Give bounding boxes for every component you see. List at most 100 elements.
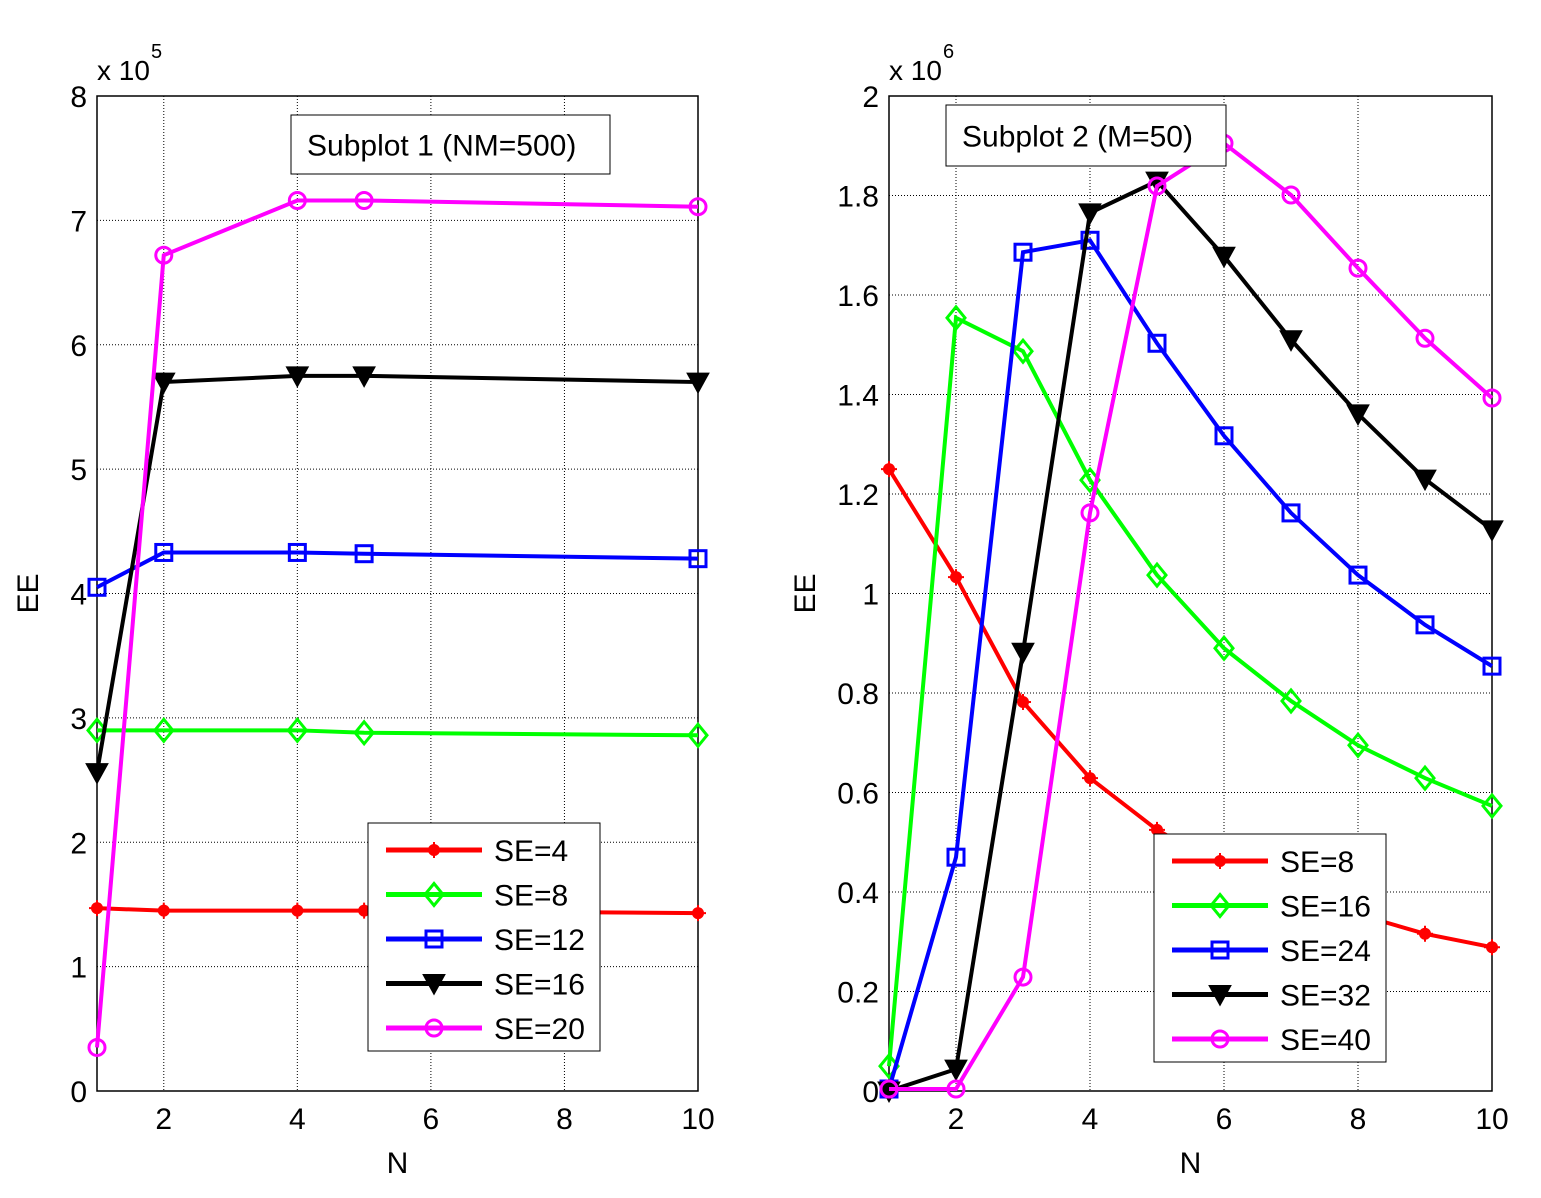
data-point: [1414, 764, 1436, 792]
legend-label: SE=32: [1280, 980, 1371, 1013]
legend-label: SE=12: [494, 924, 585, 957]
data-point: [1480, 520, 1504, 542]
data-point: [1482, 656, 1502, 676]
data-point: [879, 1079, 899, 1099]
x-tick-label: 4: [1082, 1103, 1099, 1136]
y-tick-label: 0: [862, 1076, 879, 1109]
y-tick-label: 1.8: [837, 181, 879, 214]
y-exponent-label: x 10: [889, 55, 942, 86]
y-tick-label: 6: [70, 330, 87, 363]
data-point: [1214, 426, 1234, 446]
y-tick-label: 5: [70, 454, 87, 487]
series-line: [888, 178, 1494, 1093]
subplot-title: Subplot 2 (M=50): [962, 121, 1193, 154]
data-point: [687, 721, 709, 749]
y-exponent-power: 5: [151, 41, 162, 63]
data-point: [1279, 330, 1303, 352]
legend-label: SE=24: [1280, 935, 1371, 968]
data-point: [1080, 230, 1100, 250]
subplot-2: 2 4 6 8 10 0 0.2 0.4 0.6 0.8 1 1.2 1.4 1.6 1.8 2 N EE x 10…: [789, 41, 1509, 1180]
series-line: [97, 728, 699, 738]
data-point: [1013, 242, 1033, 262]
data-point: [688, 197, 708, 217]
data-point: [154, 245, 174, 265]
data-point: [354, 544, 374, 564]
data-point: [1281, 503, 1301, 523]
x-tick-label: 6: [1216, 1103, 1233, 1136]
data-point-plus: [948, 569, 964, 586]
series-line: [95, 373, 699, 773]
legend: SE=8 SE=16 SE=24 SE=32 SE=40: [1153, 833, 1387, 1063]
data-point: [154, 542, 174, 562]
series-SE=16: [85, 366, 710, 785]
y-tick-label: 1: [70, 952, 87, 985]
data-point: [1213, 634, 1235, 662]
data-point: [1415, 615, 1435, 635]
data-point-plus: [1015, 693, 1031, 710]
data-point-plus: [155, 902, 172, 919]
legend-label: SE=8: [494, 880, 568, 913]
data-point: [1012, 337, 1034, 365]
data-point: [1280, 687, 1302, 715]
data-point-plus: [881, 461, 897, 478]
data-point: [1281, 185, 1301, 205]
data-point: [151, 372, 176, 395]
axes-box: [96, 95, 699, 1092]
data-point: [1481, 792, 1503, 820]
data-point: [1413, 469, 1437, 492]
y-tick-label: 1.4: [837, 380, 879, 413]
legend-marker-plus: [426, 842, 442, 858]
data-point: [1147, 333, 1167, 353]
data-point-plus: [89, 900, 105, 917]
legend-marker-plus: [1212, 853, 1228, 869]
x-tick-label: 10: [1475, 1103, 1508, 1136]
y-tick-label: 4: [70, 579, 87, 612]
series-SE=16: [878, 304, 1503, 1080]
series-line: [96, 550, 699, 590]
legend-marker: [1210, 1029, 1230, 1049]
data-point: [1147, 176, 1167, 196]
y-exponent-power: 6: [943, 41, 954, 63]
data-point-plus: [690, 905, 706, 922]
title-box: [290, 114, 611, 175]
y-tick-label: 1.6: [837, 280, 879, 313]
data-point: [1348, 258, 1368, 278]
legend-label: SE=40: [1280, 1024, 1371, 1057]
data-point: [944, 1059, 968, 1082]
data-point: [1146, 561, 1168, 589]
legend-label: SE=16: [1280, 891, 1371, 924]
x-axis-label: N: [387, 1147, 409, 1180]
y-exponent-label: x 10: [97, 55, 150, 86]
y-tick-label: 0.6: [837, 778, 879, 811]
y-axis-label: EE: [12, 573, 45, 613]
series-line: [887, 238, 1494, 1090]
data-point: [1212, 246, 1236, 269]
x-axis-label: N: [1180, 1147, 1202, 1180]
x-tick-label: 8: [556, 1103, 573, 1136]
title-box: [945, 104, 1227, 167]
series-SE=24: [879, 230, 1502, 1099]
y-tick-label: 1.2: [837, 479, 879, 512]
y-axis-label: EE: [789, 573, 822, 613]
legend-marker: [1210, 940, 1230, 960]
legend-label: SE=8: [1280, 846, 1354, 879]
data-point: [287, 542, 307, 562]
legend-marker: [1209, 892, 1231, 919]
data-point: [1011, 642, 1035, 665]
series-line: [95, 198, 699, 1048]
x-tick-label: 2: [948, 1103, 965, 1136]
legend-marker: [422, 974, 446, 996]
legend-label: SE=16: [494, 969, 585, 1002]
data-point: [686, 372, 710, 395]
data-point: [353, 719, 376, 747]
legend-marker: [424, 1018, 444, 1038]
y-tick-label: 2: [70, 827, 87, 860]
y-tick-label: 7: [70, 205, 87, 238]
x-tick-label: 4: [289, 1103, 306, 1136]
x-tick-label: 2: [155, 1103, 172, 1136]
series-SE=32: [877, 171, 1504, 1104]
series-SE=12: [87, 542, 708, 597]
data-point: [1080, 503, 1100, 523]
